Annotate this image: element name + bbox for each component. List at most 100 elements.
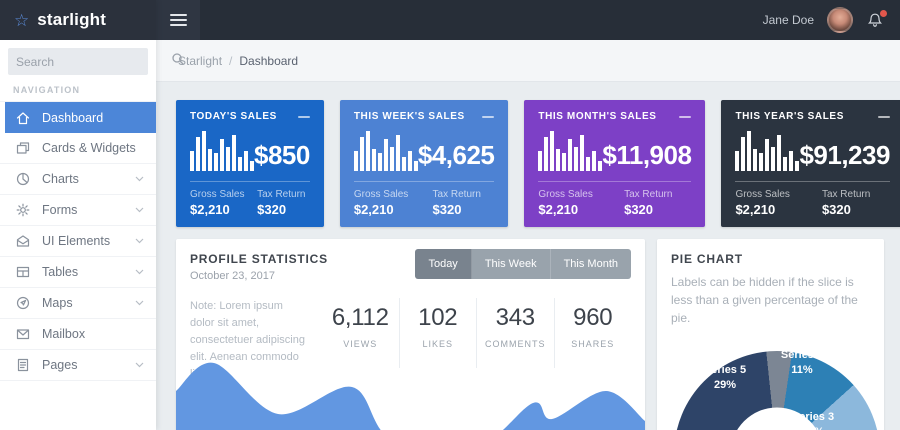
sparkline-bar-chart <box>735 131 800 171</box>
stat-label: SHARES <box>571 339 615 349</box>
chevron-down-icon <box>135 362 144 368</box>
tax-return-value: $320 <box>432 202 462 217</box>
user-name[interactable]: Jane Doe <box>762 13 814 27</box>
topbar-right: Jane Doe <box>763 7 900 33</box>
star-outline-icon: ☆ <box>14 10 30 30</box>
breadcrumb-parent[interactable]: Starlight <box>178 53 223 68</box>
brand: ☆ starlight <box>0 0 156 40</box>
collapse-minus-icon[interactable] <box>877 115 890 118</box>
sidebar-item-label: Mailbox <box>42 327 86 341</box>
donut-chart[interactable]: Series 211% Series 529% Series 332% <box>674 349 880 430</box>
card-title: TODAY'S SALES <box>190 111 277 122</box>
panels-row: PROFILE STATISTICS October 23, 2017 Toda… <box>176 239 884 430</box>
tax-return-value: $320 <box>821 202 851 217</box>
gross-sales-label: Gross Sales <box>538 189 593 200</box>
tax-return-value: $320 <box>257 202 287 217</box>
chart-pie-icon <box>15 171 31 187</box>
table-icon <box>15 264 31 280</box>
home-icon <box>15 110 31 126</box>
sidebar-item-tables[interactable]: Tables <box>0 257 156 288</box>
sales-card-year: THIS YEAR'S SALES $91,239 Gross Sales $2… <box>721 100 900 227</box>
sidebar-item-label: Maps <box>42 296 73 310</box>
nav-section-label: NAVIGATION <box>13 85 81 95</box>
panel-title: PROFILE STATISTICS <box>190 252 328 266</box>
gross-sales-value: $2,210 <box>538 202 579 217</box>
gross-sales-value: $2,210 <box>353 202 394 217</box>
card-amount: $91,239 <box>799 140 890 170</box>
stat-likes: 102 LIKES <box>398 298 477 368</box>
sidebar-toggle-button[interactable] <box>156 0 200 40</box>
tax-return-label: Tax Return <box>432 189 481 200</box>
mail-icon <box>15 326 31 342</box>
gear-icon <box>15 202 31 218</box>
stat-value: 343 <box>495 304 535 331</box>
tab-this-week[interactable]: This Week <box>471 249 551 279</box>
sparkline-bar-chart <box>538 131 603 171</box>
card-amount: $4,625 <box>417 140 495 170</box>
sales-card-today: TODAY'S SALES $850 Gross Sales $2,210 Ta… <box>176 100 324 227</box>
sidebar-item-label: Dashboard <box>42 110 104 125</box>
sales-card-month: THIS MONTH'S SALES $11,908 Gross Sales $… <box>524 100 706 227</box>
card-title: THIS MONTH'S SALES <box>538 111 657 122</box>
sidebar-item-forms[interactable]: Forms <box>0 195 156 226</box>
hamburger-icon <box>169 14 187 26</box>
envelope-open-icon <box>15 233 31 249</box>
sidebar-item-charts[interactable]: Charts <box>0 164 156 195</box>
sidebar-item-cards-widgets[interactable]: Cards & Widgets <box>0 133 156 164</box>
donut-hole <box>730 407 824 430</box>
avatar[interactable] <box>827 7 853 33</box>
collapse-minus-icon[interactable] <box>297 115 310 118</box>
tax-return-label: Tax Return <box>624 189 673 200</box>
tax-return-value: $320 <box>624 202 654 217</box>
sidebar-item-label: Forms <box>42 203 78 217</box>
search-input[interactable] <box>16 54 171 69</box>
topbar: Jane Doe <box>156 0 900 40</box>
sidebar-item-pages[interactable]: Pages <box>0 350 156 381</box>
gross-sales-value: $2,210 <box>190 202 230 217</box>
panel-date: October 23, 2017 <box>190 270 276 282</box>
card-title: THIS WEEK'S SALES <box>353 111 465 122</box>
period-tab-group: Today This Week This Month <box>415 249 631 279</box>
chevron-down-icon <box>135 207 144 213</box>
sidebar-item-label: Charts <box>42 172 79 186</box>
sidebar-item-label: UI Elements <box>42 234 111 248</box>
stat-value: 960 <box>573 304 613 331</box>
stat-comments: 343 COMMENTS <box>476 298 554 368</box>
card-amount: $11,908 <box>602 140 692 170</box>
sidebar-item-maps[interactable]: Maps <box>0 288 156 319</box>
main-content: TODAY'S SALES $850 Gross Sales $2,210 Ta… <box>156 82 900 430</box>
tax-return-label: Tax Return <box>821 189 871 200</box>
stat-value: 6,112 <box>331 304 389 331</box>
notification-badge <box>880 9 887 17</box>
sidebar-item-dashboard[interactable]: Dashboard <box>5 102 156 133</box>
chevron-down-icon <box>135 269 144 275</box>
sidebar-item-mailbox[interactable]: Mailbox <box>0 319 156 350</box>
sidebar-item-ui-elements[interactable]: UI Elements <box>0 226 156 257</box>
cards-icon <box>15 140 31 156</box>
notifications-button[interactable] <box>866 9 887 29</box>
card-title: THIS YEAR'S SALES <box>735 111 844 122</box>
collapse-minus-icon[interactable] <box>482 115 495 118</box>
tax-return-label: Tax Return <box>257 189 306 200</box>
location-icon <box>15 295 31 311</box>
profile-statistics-panel: PROFILE STATISTICS October 23, 2017 Toda… <box>176 239 645 430</box>
sidebar: ☆ starlight NAVIGATION Dashboard Cards &… <box>0 0 184 430</box>
stat-value: 102 <box>418 304 458 331</box>
gross-sales-label: Gross Sales <box>190 189 245 200</box>
sales-card-week: THIS WEEK'S SALES $4,625 Gross Sales $2,… <box>339 100 509 227</box>
breadcrumb: Starlight / Dashboard <box>156 40 900 82</box>
tab-this-month[interactable]: This Month <box>550 249 631 279</box>
collapse-minus-icon[interactable] <box>679 115 692 118</box>
sidebar-nav: Dashboard Cards & Widgets Charts Forms U… <box>0 101 156 381</box>
pie-slice-label: Series 2 11% <box>780 349 824 376</box>
gross-sales-value: $2,210 <box>735 202 776 217</box>
card-amount: $850 <box>254 140 310 170</box>
panel-title: PIE CHART <box>671 252 743 266</box>
pages-icon <box>15 357 31 373</box>
stat-views: 6,112 VIEWS <box>322 298 399 368</box>
tab-today[interactable]: Today <box>415 249 472 279</box>
breadcrumb-separator: / <box>229 53 233 68</box>
sidebar-search <box>8 48 184 75</box>
area-chart <box>176 362 645 430</box>
pie-chart-panel: PIE CHART Labels can be hidden if the sl… <box>657 239 884 430</box>
